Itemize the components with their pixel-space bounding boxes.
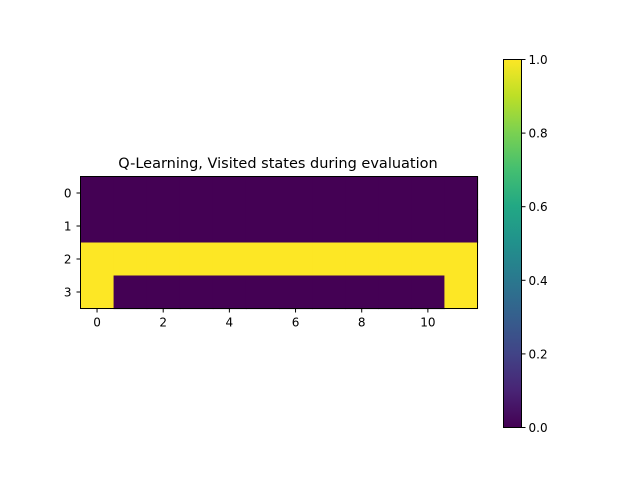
x-tick-label: 0 xyxy=(93,316,101,330)
x-tick-label: 2 xyxy=(159,316,167,330)
chart-title: Q-Learning, Visited states during evalua… xyxy=(118,156,437,172)
colorbar-tick-label: 0.0 xyxy=(529,421,548,435)
colorbar-tick-label: 0.2 xyxy=(529,347,548,361)
heatmap-cell xyxy=(279,209,313,244)
heatmap-cell xyxy=(279,242,313,277)
heatmap-cell xyxy=(411,209,446,244)
heatmap-cell xyxy=(80,275,115,310)
heatmap-cell xyxy=(279,275,313,310)
heatmap-cell xyxy=(279,176,313,211)
colorbar-tick-label: 0.6 xyxy=(529,200,548,214)
heatmap-cell xyxy=(113,176,148,211)
y-tick-label: 3 xyxy=(64,286,72,300)
heatmap-cell xyxy=(312,176,346,211)
colorbar-tick-label: 0.8 xyxy=(529,127,548,141)
plot-frame xyxy=(80,176,478,309)
heatmap-cell xyxy=(212,242,247,277)
y-axis: 0 1 2 3 xyxy=(64,187,81,300)
x-tick-label: 4 xyxy=(226,316,234,330)
heatmap-cell xyxy=(444,242,479,277)
heatmap-cell xyxy=(146,242,181,277)
heatmap-cell xyxy=(245,242,280,277)
heatmap-cell xyxy=(411,242,446,277)
heatmap-cell xyxy=(80,242,115,277)
heatmap-cell xyxy=(212,275,247,310)
heatmap-cell xyxy=(444,209,479,244)
heatmap-cell xyxy=(80,176,115,211)
heatmap-cell xyxy=(212,209,247,244)
heatmap-cell xyxy=(113,275,148,310)
heatmap-cell xyxy=(378,176,412,211)
heatmap-cell xyxy=(312,275,346,310)
y-tick-label: 1 xyxy=(64,220,72,234)
colorbar-tick-label: 0.4 xyxy=(529,274,548,288)
heatmap-cell xyxy=(378,242,412,277)
y-tick-label: 0 xyxy=(64,187,72,201)
heatmap-cell xyxy=(113,242,148,277)
colorbar-frame xyxy=(503,59,522,428)
heatmap-cell xyxy=(179,176,214,211)
heatmap-cell xyxy=(113,209,148,244)
y-tick-label: 2 xyxy=(64,253,72,267)
colorbar-tick-label: 1.0 xyxy=(529,53,548,67)
x-tick-label: 10 xyxy=(420,316,435,330)
heatmap-cell xyxy=(312,242,346,277)
heatmap-cell xyxy=(212,176,247,211)
heatmap-cell xyxy=(80,209,115,244)
heatmap-cells xyxy=(80,176,479,310)
heatmap-cell xyxy=(345,275,379,310)
heatmap-cell xyxy=(378,209,412,244)
heatmap-cell xyxy=(345,209,379,244)
heatmap-cell xyxy=(378,275,412,310)
heatmap-cell xyxy=(444,275,479,310)
heatmap-cell xyxy=(411,275,446,310)
heatmap-cell xyxy=(146,209,181,244)
heatmap-cell xyxy=(345,242,379,277)
heatmap-cell xyxy=(345,176,379,211)
heatmap-cell xyxy=(245,209,280,244)
x-tick-label: 6 xyxy=(292,316,300,330)
heatmap-cell xyxy=(411,176,446,211)
heatmap-cell xyxy=(179,275,214,310)
heatmap-cell xyxy=(146,275,181,310)
heatmap-cell xyxy=(444,176,479,211)
heatmap-cell xyxy=(179,209,214,244)
x-tick-label: 8 xyxy=(358,316,366,330)
heatmap-cell xyxy=(179,242,214,277)
colorbar-axis: 0.0 0.2 0.4 0.6 0.8 1.0 xyxy=(521,53,548,435)
heatmap-cell xyxy=(245,176,280,211)
heatmap-cell xyxy=(312,209,346,244)
heatmap-cell xyxy=(245,275,280,310)
colorbar-gradient xyxy=(503,59,521,427)
x-axis: 0 2 4 6 8 10 xyxy=(93,308,436,330)
heatmap-cell xyxy=(146,176,181,211)
